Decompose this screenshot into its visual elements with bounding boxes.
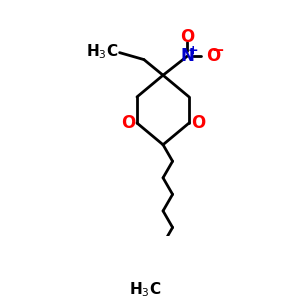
Text: H$_3$C: H$_3$C	[129, 280, 161, 299]
Text: O: O	[206, 47, 221, 65]
Text: N: N	[180, 47, 194, 65]
Text: +: +	[188, 44, 199, 56]
Text: −: −	[212, 44, 224, 59]
Text: O: O	[180, 28, 194, 46]
Text: O: O	[121, 114, 135, 132]
Text: O: O	[191, 114, 205, 132]
Text: H$_3$C: H$_3$C	[85, 42, 118, 61]
